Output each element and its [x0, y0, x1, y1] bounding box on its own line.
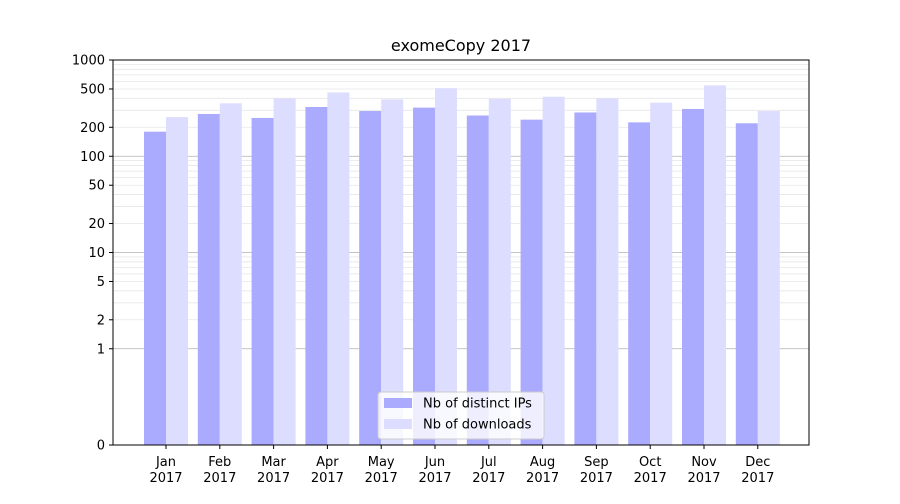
x-tick-label-year: 2017 — [526, 471, 559, 486]
bar — [574, 112, 597, 445]
legend-label: Nb of distinct IPs — [423, 397, 532, 412]
bar — [757, 111, 780, 445]
bar — [305, 106, 328, 445]
x-tick-label-year: 2017 — [257, 471, 290, 486]
bar — [413, 107, 435, 445]
x-tick-label-year: 2017 — [149, 471, 182, 486]
y-tick-label: 5 — [97, 275, 105, 290]
bar — [542, 96, 565, 445]
y-tick-label: 100 — [80, 150, 105, 165]
bar — [628, 122, 651, 446]
x-tick-label-year: 2017 — [634, 471, 667, 486]
x-tick-label-year: 2017 — [687, 471, 720, 486]
y-tick-label: 200 — [80, 121, 105, 136]
chart-title: exomeCopy 2017 — [391, 36, 531, 55]
bar — [466, 115, 489, 446]
x-tick-label-month: Sep — [584, 455, 609, 470]
y-tick-label: 0 — [97, 439, 105, 454]
x-tick-label-year: 2017 — [472, 471, 505, 486]
x-tick-label-year: 2017 — [365, 471, 398, 486]
bars — [144, 85, 780, 446]
bar — [650, 102, 673, 446]
x-tick-label-month: Jul — [480, 455, 497, 470]
bar — [197, 113, 220, 445]
bar — [327, 92, 350, 445]
bar — [735, 123, 758, 446]
y-tick-label: 2 — [97, 313, 105, 328]
legend-swatch — [384, 419, 412, 429]
legend-box — [377, 391, 545, 440]
bar — [359, 111, 382, 445]
y-tick-label: 20 — [88, 217, 105, 232]
x-axis-ticks: Jan2017Feb2017Mar2017Apr2017May2017Jun20… — [149, 445, 774, 486]
bar — [273, 98, 296, 445]
x-tick-label-month: Jun — [424, 455, 445, 470]
y-tick-label: 1000 — [72, 54, 105, 69]
x-tick-label-month: May — [368, 455, 395, 470]
x-tick-label-month: Jan — [155, 455, 176, 470]
bar — [219, 103, 242, 445]
bar — [251, 117, 274, 445]
x-tick-label-year: 2017 — [418, 471, 451, 486]
y-tick-label: 500 — [80, 82, 105, 97]
bar — [435, 88, 457, 446]
x-tick-label-year: 2017 — [580, 471, 613, 486]
bar — [381, 99, 404, 445]
x-tick-label-month: Dec — [745, 455, 770, 470]
y-tick-label: 50 — [88, 179, 105, 194]
bar — [682, 108, 704, 446]
y-tick-label: 1 — [97, 342, 105, 357]
x-tick-label-month: Apr — [316, 455, 339, 470]
y-axis-ticks: 0 1 2 5 10 20 50 100 200 500 1000 — [72, 54, 113, 454]
legend-swatch — [384, 398, 412, 408]
bar — [144, 131, 166, 445]
bar — [520, 119, 543, 446]
x-tick-label-month: Feb — [208, 455, 231, 470]
legend-label: Nb of downloads — [423, 418, 532, 433]
y-tick-label: 10 — [88, 246, 105, 261]
x-tick-label-month: Aug — [530, 455, 555, 470]
bar — [596, 98, 619, 445]
x-tick-label-year: 2017 — [311, 471, 344, 486]
bar — [166, 117, 188, 445]
x-tick-label-year: 2017 — [203, 471, 236, 486]
bar — [488, 98, 511, 446]
x-tick-label-month: Nov — [691, 455, 717, 470]
x-tick-label-year: 2017 — [741, 471, 774, 486]
bar — [704, 85, 726, 446]
legend: Nb of distinct IPs Nb of downloads — [377, 391, 545, 440]
x-tick-label-month: Mar — [261, 455, 286, 470]
x-tick-label-month: Oct — [639, 455, 661, 470]
